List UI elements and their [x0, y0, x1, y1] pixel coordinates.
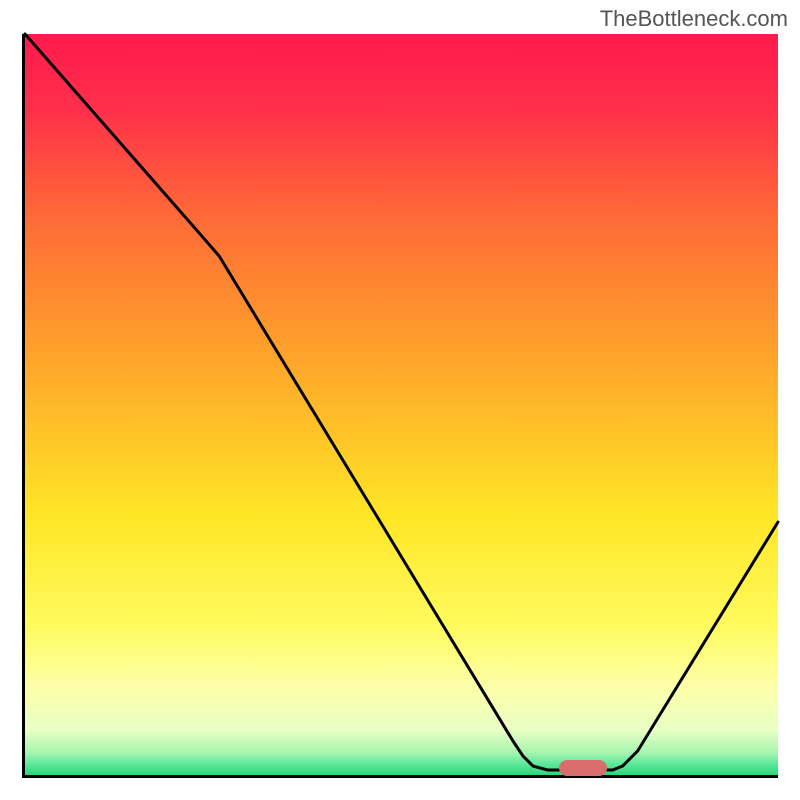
curve-line: [25, 34, 778, 775]
watermark-text: TheBottleneck.com: [600, 6, 788, 32]
chart-area: [22, 34, 778, 778]
optimal-marker: [559, 760, 607, 776]
